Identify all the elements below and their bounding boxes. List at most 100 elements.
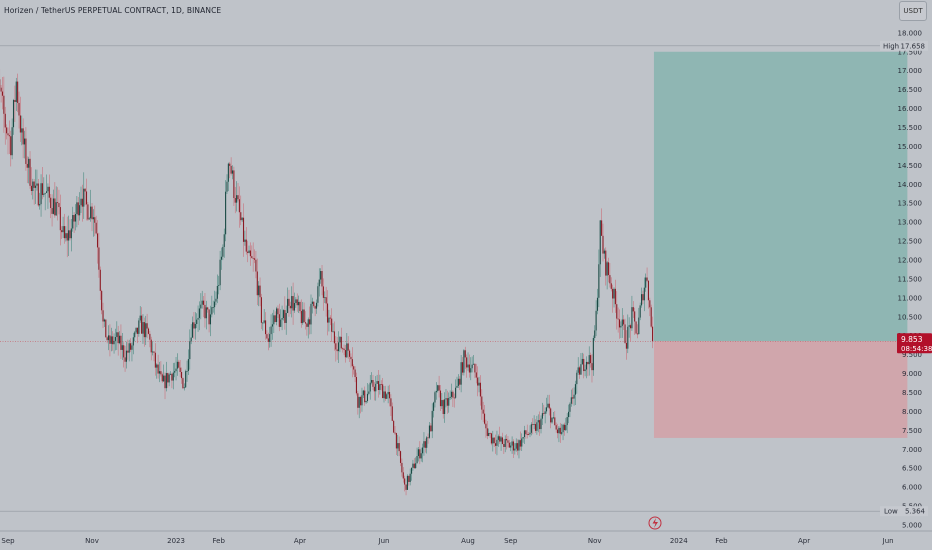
- candle: [517, 439, 519, 456]
- candle: [44, 192, 46, 211]
- candle: [463, 349, 465, 376]
- time-tick-label: Nov: [85, 537, 99, 545]
- candle: [477, 366, 479, 397]
- candle: [540, 415, 542, 434]
- candle: [486, 420, 488, 440]
- candle: [369, 375, 371, 400]
- candle: [574, 380, 576, 406]
- candle: [601, 208, 603, 236]
- price-tick-label: 14.000: [898, 181, 923, 189]
- candle: [58, 189, 60, 215]
- candle: [428, 422, 431, 439]
- price-axis[interactable]: 5.0005.5006.0006.5007.0007.5008.0008.500…: [898, 29, 923, 529]
- low-tag-background: [880, 506, 928, 517]
- candle: [572, 388, 574, 405]
- candle: [565, 417, 567, 432]
- candle: [84, 188, 86, 206]
- candle: [315, 299, 318, 314]
- candle: [19, 96, 21, 142]
- candle: [169, 371, 172, 376]
- candle: [362, 389, 364, 398]
- candle: [258, 281, 260, 307]
- candle: [512, 439, 515, 459]
- candle: [635, 321, 637, 335]
- candle: [442, 399, 444, 419]
- candle: [472, 355, 475, 365]
- candle: [163, 364, 165, 382]
- candle: [482, 401, 484, 423]
- candle: [478, 376, 480, 393]
- candle: [248, 245, 250, 254]
- candle: [176, 353, 178, 376]
- candle: [94, 205, 96, 237]
- candle: [107, 325, 110, 351]
- lightning-icon[interactable]: [648, 516, 662, 530]
- candle: [618, 309, 621, 339]
- candle: [313, 301, 315, 308]
- candle: [255, 250, 257, 279]
- candle: [73, 212, 75, 234]
- time-tick-label: Feb: [715, 537, 728, 545]
- position-tool[interactable]: [653, 51, 908, 438]
- candle: [544, 407, 546, 424]
- candle: [12, 98, 15, 135]
- candle: [222, 244, 224, 261]
- candle: [285, 305, 287, 335]
- candle: [165, 361, 167, 392]
- candle: [500, 435, 502, 451]
- last-price-tag: 9.853 08:54:38: [897, 333, 932, 354]
- time-axis[interactable]: Sep Nov 2023 Feb Apr Jun Aug Sep Nov 2024 Feb Apr Ju…: [0, 530, 932, 545]
- candle: [339, 336, 341, 353]
- candle: [634, 307, 636, 335]
- candle: [278, 303, 280, 332]
- candle: [518, 439, 520, 459]
- candle: [457, 374, 459, 389]
- candle: [29, 151, 31, 189]
- candle: [523, 425, 526, 445]
- candle: [437, 384, 439, 393]
- candle: [351, 347, 353, 378]
- candle: [439, 385, 442, 412]
- price-tick-label: 16.500: [898, 86, 923, 94]
- profit-zone[interactable]: [653, 51, 908, 342]
- candle: [280, 309, 282, 328]
- candle: [450, 383, 453, 400]
- candle: [194, 312, 196, 340]
- candle: [561, 423, 563, 436]
- candle: [424, 438, 426, 453]
- currency-button[interactable]: USDT: [899, 1, 927, 21]
- candle: [276, 306, 278, 326]
- candle: [594, 325, 596, 341]
- candle: [212, 300, 214, 313]
- candle: [545, 397, 548, 414]
- candle: [307, 317, 309, 339]
- candle: [499, 426, 501, 444]
- candle: [167, 372, 169, 388]
- candle: [426, 436, 428, 454]
- candle: [568, 404, 570, 424]
- candle: [18, 91, 20, 129]
- candle: [164, 372, 166, 400]
- candle: [324, 291, 326, 304]
- candle: [17, 73, 19, 113]
- low-marker: Low 5.364: [880, 506, 928, 517]
- candle: [543, 404, 545, 416]
- candle: [420, 447, 422, 462]
- candle: [541, 402, 543, 425]
- candle: [393, 419, 395, 433]
- candle: [72, 206, 74, 232]
- candle: [497, 434, 499, 447]
- candle: [643, 277, 645, 312]
- candle: [61, 226, 63, 240]
- candle: [92, 209, 94, 237]
- candle: [409, 468, 411, 486]
- loss-zone[interactable]: [653, 341, 908, 438]
- candle: [489, 432, 491, 438]
- candle: [171, 372, 173, 389]
- candle: [525, 429, 527, 439]
- candle: [360, 395, 362, 414]
- candle: [321, 264, 323, 296]
- candle: [399, 450, 402, 467]
